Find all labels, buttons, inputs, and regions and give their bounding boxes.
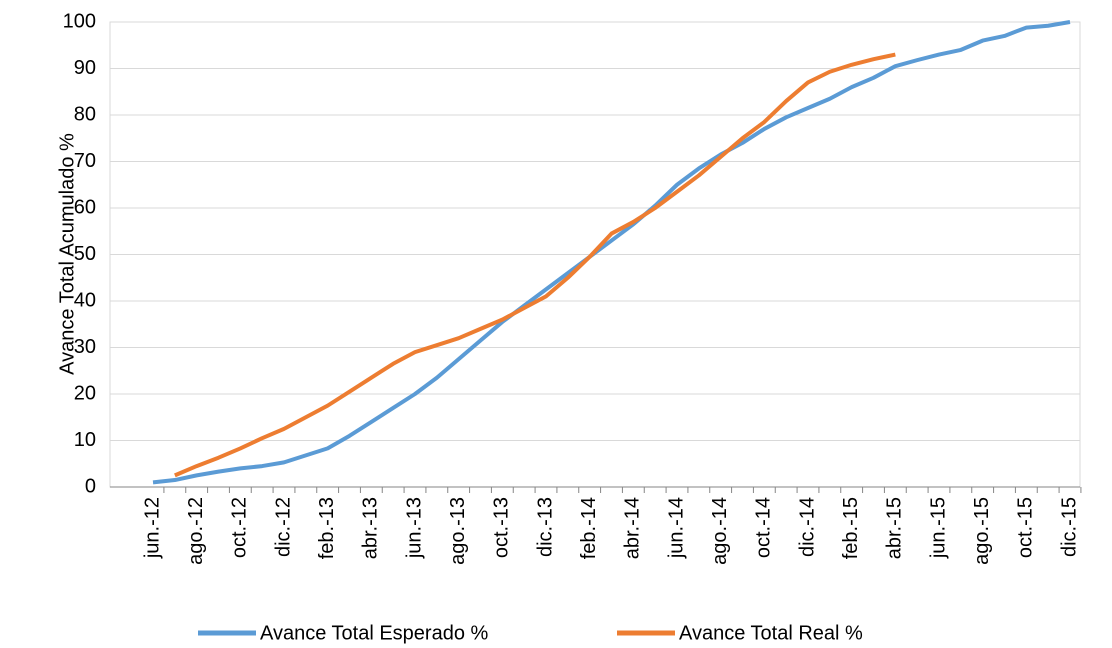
x-tick-label: abr.-15 [884,497,906,559]
y-axis-label: Avance Total Acumulado % [56,133,78,375]
x-tick-label: feb.-15 [840,497,862,559]
x-tick-label: ago.-12 [185,497,207,565]
y-tick-label: 70 [74,150,96,172]
y-tick-label: 90 [74,57,96,79]
x-tick-label: dic.-13 [534,497,556,557]
x-tick-label: abr.-13 [360,497,382,559]
y-tick-label: 10 [74,429,96,451]
y-tick-label: 30 [74,336,96,358]
y-tick-label: 0 [85,475,96,497]
x-tick-label: dic.-15 [1058,497,1080,557]
series-line [174,52,896,478]
x-tick-label: ago.-13 [447,497,469,565]
x-tick-label: feb.-14 [578,497,600,559]
x-tick-label: jun.-13 [403,497,425,559]
x-tick-label: oct.-15 [1015,497,1037,558]
x-tick-label: jun.-12 [141,497,163,559]
x-tick-label: jun.-14 [665,497,687,559]
x-tick-label: ago.-15 [971,497,993,565]
x-tick-label: ago.-14 [709,497,731,565]
x-tick-label: dic.-14 [796,497,818,557]
x-tick-label: dic.-12 [272,497,294,557]
legend-label: Avance Total Real % [679,622,863,644]
x-tick-label: jun.-15 [927,497,949,559]
series-line [152,20,1071,485]
y-tick-label: 50 [74,243,96,265]
x-tick-label: abr.-14 [622,497,644,559]
y-tick-label: 60 [74,196,96,218]
x-tick-label: oct.-12 [229,497,251,558]
y-tick-label: 40 [74,289,96,311]
x-tick-label: feb.-13 [316,497,338,559]
x-tick-label: oct.-13 [491,497,513,558]
y-tick-label: 80 [74,103,96,125]
y-tick-label: 20 [74,382,96,404]
x-tick-label: oct.-14 [753,497,775,558]
y-tick-label: 100 [63,10,96,32]
legend-label: Avance Total Esperado % [260,622,489,644]
